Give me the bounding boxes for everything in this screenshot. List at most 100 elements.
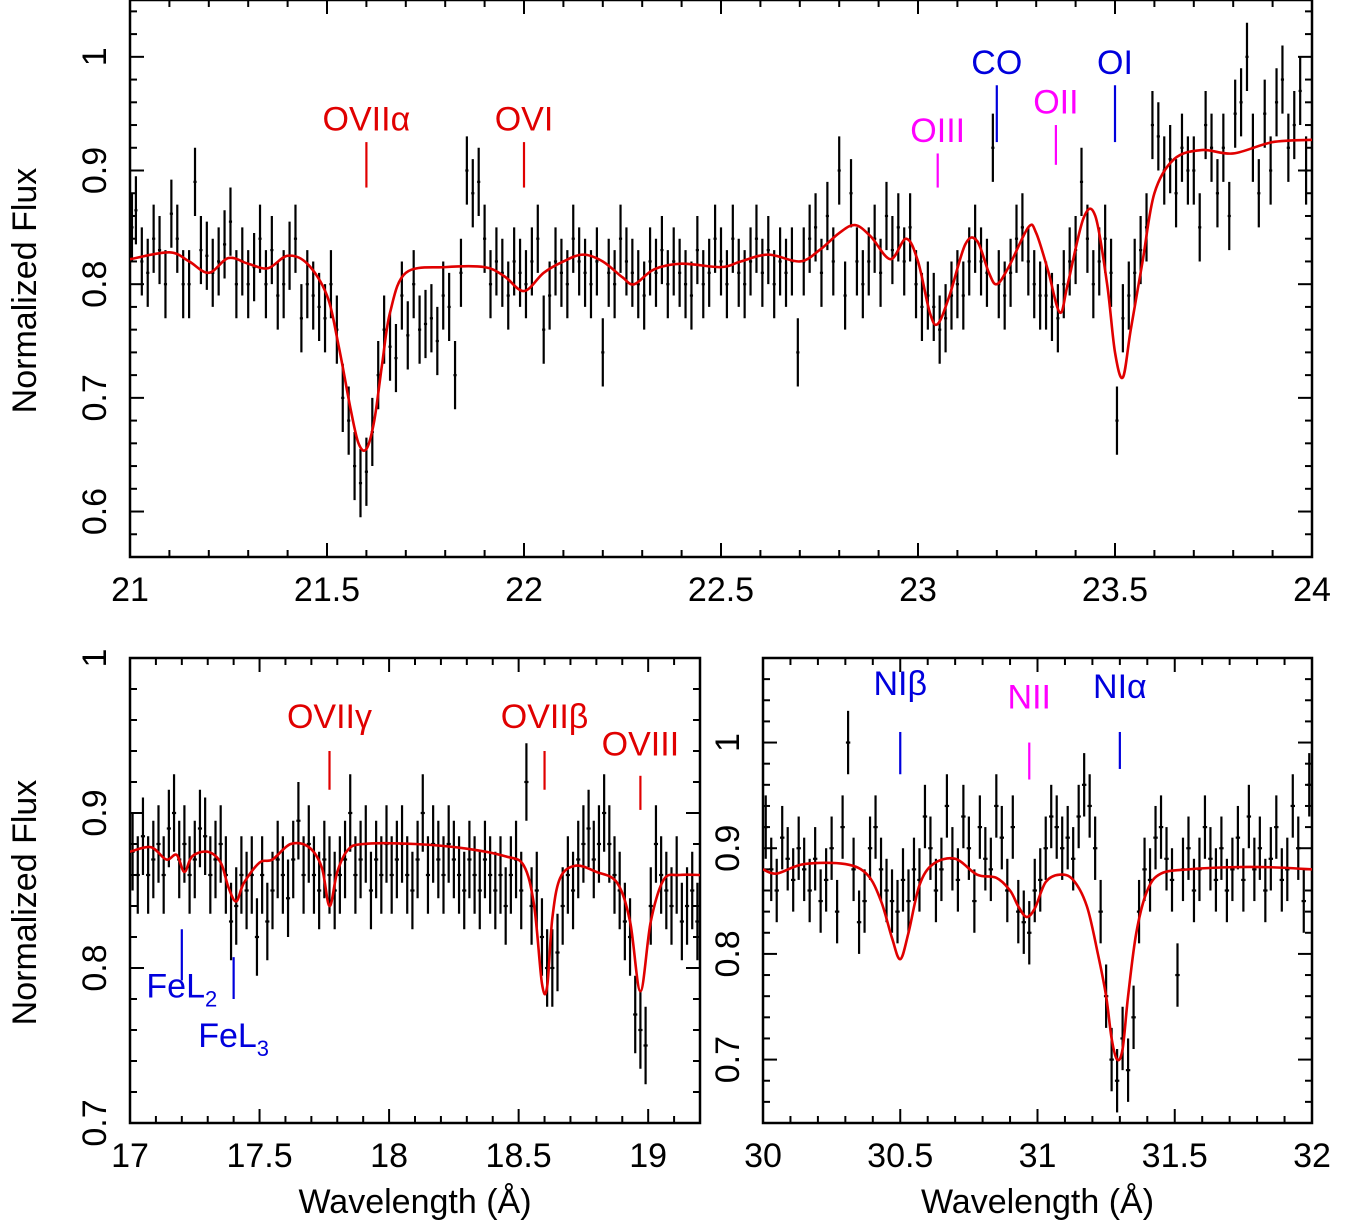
data-point: [911, 837, 917, 902]
data-point: [607, 238, 611, 307]
data-point: [785, 827, 790, 891]
data-point: [895, 879, 900, 944]
data-point: [465, 136, 469, 205]
data-point: [275, 820, 280, 899]
data-point: [477, 147, 481, 216]
data-point: [181, 250, 185, 319]
data-point: [994, 774, 999, 838]
data-point: [353, 836, 358, 914]
data-point: [171, 774, 177, 852]
data-point: [840, 795, 845, 859]
data-point: [630, 238, 634, 307]
data-point: [435, 306, 439, 376]
data-point: [1186, 136, 1190, 205]
data-point: [187, 836, 192, 914]
data-point: [855, 227, 859, 296]
data-point: [1092, 816, 1098, 880]
data-point: [633, 975, 638, 1054]
data-point: [193, 147, 197, 216]
line-marker: NII: [1008, 679, 1051, 780]
data-point: [436, 820, 441, 899]
data-point: [1257, 159, 1261, 228]
y-tick-label: 0.7: [76, 1099, 114, 1146]
data-layer: [130, 743, 700, 1085]
data-point: [1298, 56, 1302, 126]
data-point: [889, 869, 895, 933]
data-point: [1263, 79, 1267, 148]
data-point: [553, 227, 558, 296]
data-point: [977, 795, 983, 859]
data-point: [837, 136, 841, 205]
line-marker: NIβ: [873, 665, 927, 775]
data-point: [327, 836, 332, 914]
x-tick-label: 23: [899, 571, 937, 609]
y-tick-label: 1: [76, 649, 114, 668]
data-point: [1081, 753, 1087, 817]
data-point: [1054, 795, 1059, 859]
data-point: [570, 851, 576, 930]
data-point: [790, 848, 796, 912]
data-point: [260, 836, 265, 914]
data-point: [565, 836, 570, 914]
data-point: [648, 867, 653, 945]
data-point: [1215, 159, 1220, 228]
data-point: [483, 204, 487, 273]
data-point: [873, 795, 878, 859]
data-point: [467, 820, 472, 899]
data-point: [477, 851, 482, 930]
line-marker-subscript: 2: [205, 986, 217, 1011]
data-point: [748, 227, 753, 296]
data-point: [446, 805, 451, 883]
line-marker-name: OII: [1033, 84, 1078, 122]
data-point: [851, 837, 856, 902]
data-point: [1087, 774, 1092, 838]
data-point: [1060, 816, 1065, 880]
data-point: [571, 204, 575, 273]
data-point: [405, 836, 410, 914]
data-point: [666, 250, 670, 319]
data-point: [1180, 113, 1184, 182]
data-point: [938, 295, 942, 364]
data-point: [754, 204, 759, 273]
data-point: [1125, 1038, 1131, 1102]
data-point: [823, 848, 829, 912]
model-curve: [130, 841, 700, 996]
x-tick-label: 32: [1293, 1137, 1331, 1175]
data-point: [890, 215, 894, 285]
data-point: [358, 820, 363, 899]
data-point: [638, 991, 643, 1069]
data-point: [130, 193, 134, 262]
data-point: [725, 250, 729, 319]
line-marker: OII: [1033, 84, 1079, 165]
line-marker-name: OVI: [495, 101, 554, 139]
data-point: [503, 867, 508, 945]
data-point: [1150, 90, 1155, 160]
y-axis-label: Normalized Flux: [6, 780, 44, 1026]
data-point: [291, 820, 296, 899]
data-point: [678, 238, 682, 307]
data-point: [169, 179, 173, 248]
line-marker: OVIIβ: [501, 698, 589, 790]
data-point: [825, 181, 829, 251]
data-point: [1246, 784, 1252, 849]
data-point: [1280, 45, 1285, 114]
data-point: [1021, 890, 1026, 954]
data-point: [1227, 181, 1231, 251]
data-point: [908, 193, 912, 262]
line-marker-name: OVIIγ: [287, 698, 372, 736]
y-tick-label: 1: [76, 47, 114, 66]
x-tick-label: 31: [1019, 1137, 1057, 1175]
line-marker-name: OVIIβ: [501, 698, 589, 736]
data-point: [1269, 136, 1273, 205]
data-point: [1085, 204, 1089, 273]
data-point: [217, 227, 221, 296]
data-point: [246, 250, 250, 319]
data-point: [672, 227, 676, 296]
data-point: [1068, 227, 1072, 296]
line-marker-name: OVIIα: [323, 101, 411, 139]
line-marker-label: CO: [971, 44, 1022, 82]
x-tick-label: 21: [111, 571, 149, 609]
data-point: [861, 250, 865, 319]
data-point: [737, 238, 741, 307]
data-point: [1131, 985, 1136, 1050]
